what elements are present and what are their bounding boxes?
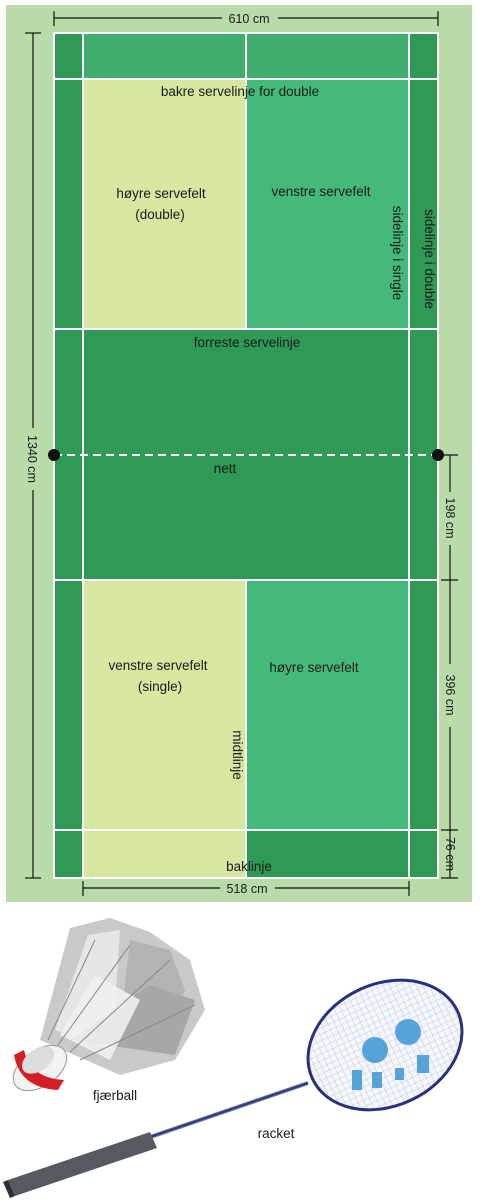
label-net: nett: [214, 461, 237, 476]
shuttlecock-illustration: [12, 918, 205, 1092]
label-right-service-double-2: (double): [135, 207, 185, 222]
net-post-right: [432, 449, 444, 461]
service-court-top-right: [246, 79, 409, 329]
label-right-service-double-1: høyre servefelt: [116, 186, 206, 201]
dimension-length-total-label: 1340 cm: [25, 435, 39, 483]
label-right-service-bottom: høyre servefelt: [269, 660, 359, 675]
label-centre-line: midtlinje: [230, 730, 245, 780]
dimension-width-single: [82, 881, 410, 896]
label-short-service: forreste servelinje: [194, 335, 301, 350]
label-long-service-double: bakre servelinje for double: [161, 84, 319, 99]
dimension-width-total: [53, 11, 439, 26]
label-left-service-single-1: venstre servefelt: [108, 658, 207, 673]
label-sideline-single: sidelinje i single: [390, 206, 405, 301]
service-court-bottom-left: [83, 580, 246, 878]
racket-illustration: [3, 978, 464, 1198]
label-shuttlecock: fjærball: [93, 1088, 137, 1103]
dimension-198-label: 198 cm: [443, 498, 457, 539]
dimension-right: [441, 454, 458, 879]
court-lines: [53, 32, 439, 879]
service-court-top-left: [83, 79, 246, 329]
dimension-length-total: [25, 32, 41, 879]
dimension-396-label: 396 cm: [443, 675, 457, 716]
label-left-service-single-2: (single): [138, 679, 182, 694]
label-racket: racket: [258, 1126, 295, 1141]
label-left-service-top: venstre servefelt: [271, 184, 370, 199]
net-post-left: [48, 449, 60, 461]
service-court-bottom-right: [246, 580, 409, 830]
dimension-76-label: 76 cm: [443, 837, 457, 871]
label-back-line: baklinje: [226, 859, 272, 874]
dimension-width-single-label: 518 cm: [227, 882, 268, 896]
dimension-width-total-label: 610 cm: [229, 12, 270, 26]
label-sideline-double: sidelinje i double: [422, 209, 437, 309]
